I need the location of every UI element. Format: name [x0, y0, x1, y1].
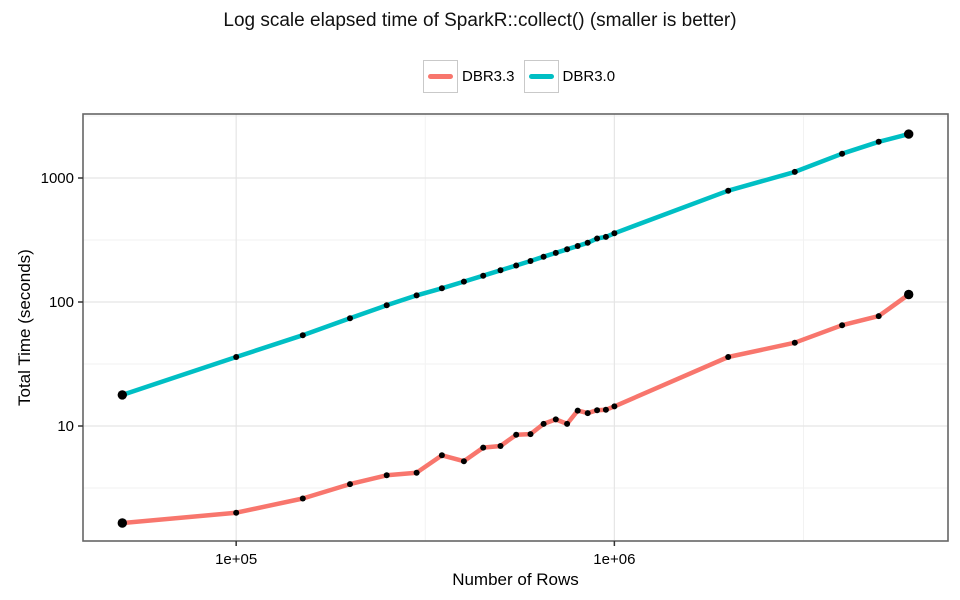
data-point: [527, 431, 534, 438]
data-point: [725, 187, 732, 194]
legend-item-DBR3.3: DBR3.3: [423, 60, 515, 93]
data-point: [602, 233, 609, 240]
data-point: [791, 339, 798, 346]
data-point: [233, 509, 240, 516]
data-point: [904, 129, 914, 139]
data-point: [438, 285, 445, 292]
data-point: [299, 332, 306, 339]
data-point: [791, 168, 798, 175]
data-point: [875, 138, 882, 145]
data-point: [584, 239, 591, 246]
x-axis-title: Number of Rows: [452, 570, 579, 589]
data-point: [383, 472, 390, 479]
legend-item-DBR3.0: DBR3.0: [523, 60, 616, 93]
legend-key: [523, 60, 559, 93]
data-point: [574, 243, 581, 249]
data-point: [460, 278, 467, 285]
data-point: [383, 302, 390, 309]
data-point: [540, 253, 547, 260]
data-point: [875, 313, 882, 320]
x-tick-label: 1e+06: [593, 551, 635, 568]
data-point: [347, 315, 353, 322]
data-point: [839, 150, 846, 157]
data-point: [480, 272, 487, 279]
data-point: [552, 249, 559, 256]
data-point: [497, 443, 504, 449]
chart-title: Log scale elapsed time of SparkR::collec…: [223, 10, 737, 31]
legend-label: DBR3.3: [462, 68, 515, 85]
data-point: [540, 420, 547, 427]
data-point: [611, 403, 618, 410]
data-point: [480, 444, 487, 451]
y-axis-title: Total Time (seconds): [15, 249, 34, 406]
data-point: [497, 267, 504, 274]
data-point: [725, 354, 732, 360]
data-point: [611, 230, 618, 237]
data-point: [460, 458, 467, 465]
data-point: [438, 452, 445, 459]
legend-line-swatch: [528, 74, 554, 79]
y-tick-label: 1000: [41, 170, 74, 187]
series-line-DBR3.3: [120, 292, 911, 526]
data-point: [413, 469, 420, 476]
data-point: [839, 322, 846, 329]
data-point: [513, 262, 520, 269]
panel-border: [82, 113, 949, 542]
data-point: [117, 390, 128, 400]
data-point: [527, 258, 534, 264]
data-point: [904, 289, 914, 300]
data-point: [513, 431, 520, 438]
legend-line-swatch: [428, 74, 453, 79]
legend-key: [423, 60, 458, 93]
data-point: [233, 354, 240, 360]
data-point: [564, 246, 571, 253]
y-tick-label: 10: [57, 418, 74, 435]
data-point: [594, 407, 601, 414]
data-point: [552, 416, 559, 423]
data-point: [564, 420, 571, 427]
data-point: [602, 406, 609, 413]
data-point: [299, 495, 306, 502]
x-tick-label: 1e+05: [215, 551, 257, 568]
data-point: [413, 292, 420, 299]
data-point: [574, 407, 581, 414]
y-tick-label: 100: [49, 294, 74, 311]
data-point: [117, 518, 128, 528]
data-point: [347, 481, 353, 488]
data-point: [594, 235, 601, 242]
legend: DBR3.3 DBR3.0: [423, 60, 615, 93]
legend-label: DBR3.0: [562, 68, 616, 85]
data-point: [584, 410, 591, 417]
